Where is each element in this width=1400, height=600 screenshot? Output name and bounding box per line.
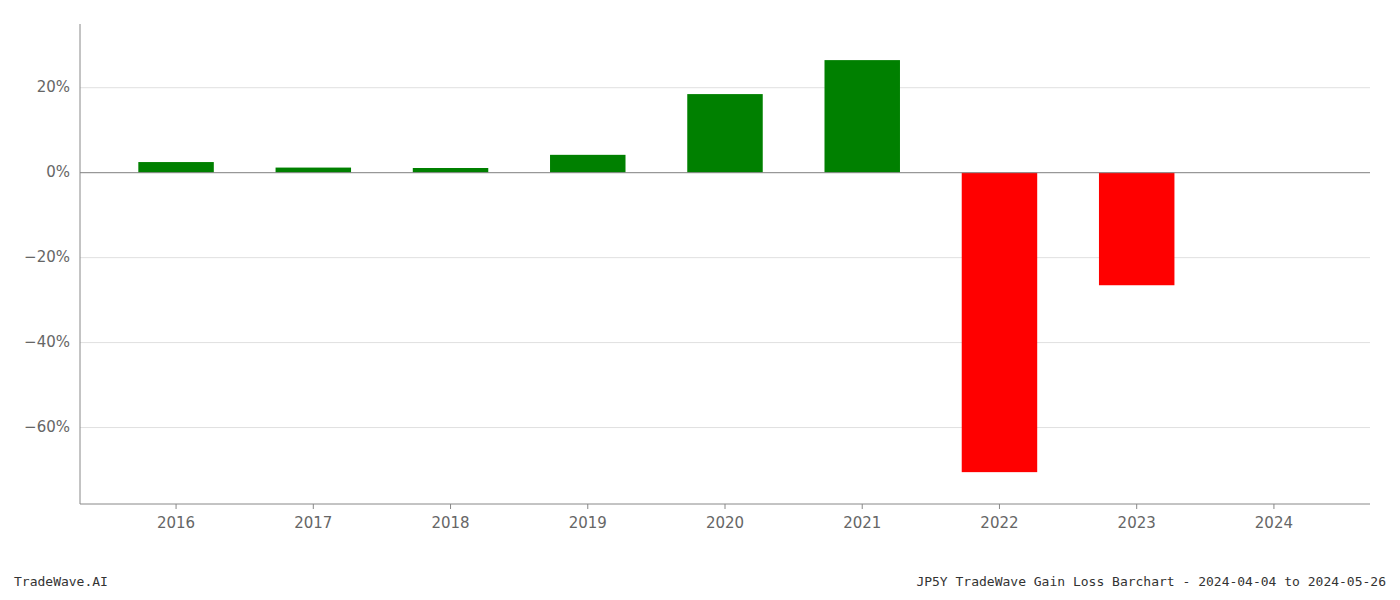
grid-line: [80, 257, 1370, 258]
x-tick: [999, 504, 1000, 509]
bar: [276, 168, 351, 173]
grid-line: [80, 342, 1370, 343]
x-tick: [1136, 504, 1137, 509]
zero-line: [80, 172, 1370, 173]
x-tick-label: 2018: [431, 514, 469, 532]
y-axis-line: [80, 24, 81, 504]
x-tick-label: 2022: [980, 514, 1018, 532]
y-tick-label: −20%: [24, 248, 70, 266]
y-axis-labels: −60% −40% −20% 0% 20%: [24, 78, 70, 436]
footer-right: JP5Y TradeWave Gain Loss Barchart - 2024…: [916, 574, 1386, 589]
y-tick-label: 20%: [37, 78, 70, 96]
y-tick-label: −40%: [24, 333, 70, 351]
chart: −60% −40% −20% 0% 20% 2016 2017 2018 2019 2020 202…: [0, 0, 1400, 600]
grid-line: [80, 427, 1370, 428]
bar: [962, 173, 1037, 472]
y-tick-label: 0%: [46, 163, 70, 181]
x-tick-label: 2024: [1255, 514, 1293, 532]
y-tick-label: −60%: [24, 418, 70, 436]
x-tick-label: 2016: [157, 514, 195, 532]
x-tick: [862, 504, 863, 509]
bar: [413, 168, 488, 173]
x-tick: [1273, 504, 1274, 509]
x-tick: [725, 504, 726, 509]
x-tick-label: 2017: [294, 514, 332, 532]
background: [0, 0, 1400, 600]
x-tick-label: 2019: [569, 514, 607, 532]
grid-line: [80, 172, 1370, 173]
x-tick: [587, 504, 588, 509]
bar: [550, 155, 625, 173]
grid-line: [80, 87, 1370, 88]
x-tick: [176, 504, 177, 509]
x-tick-label: 2023: [1118, 514, 1156, 532]
x-tick-label: 2020: [706, 514, 744, 532]
x-tick: [450, 504, 451, 509]
bars: [138, 60, 1174, 472]
bar: [824, 60, 899, 173]
footer-left: TradeWave.AI: [14, 574, 108, 589]
grid: [80, 88, 1370, 428]
bar: [687, 94, 762, 173]
x-axis: 2016 2017 2018 2019 2020 2021 2022 2023 2024: [157, 504, 1293, 532]
x-tick: [313, 504, 314, 509]
x-tick-label: 2021: [843, 514, 881, 532]
bar: [138, 162, 213, 173]
bar: [1099, 173, 1174, 286]
